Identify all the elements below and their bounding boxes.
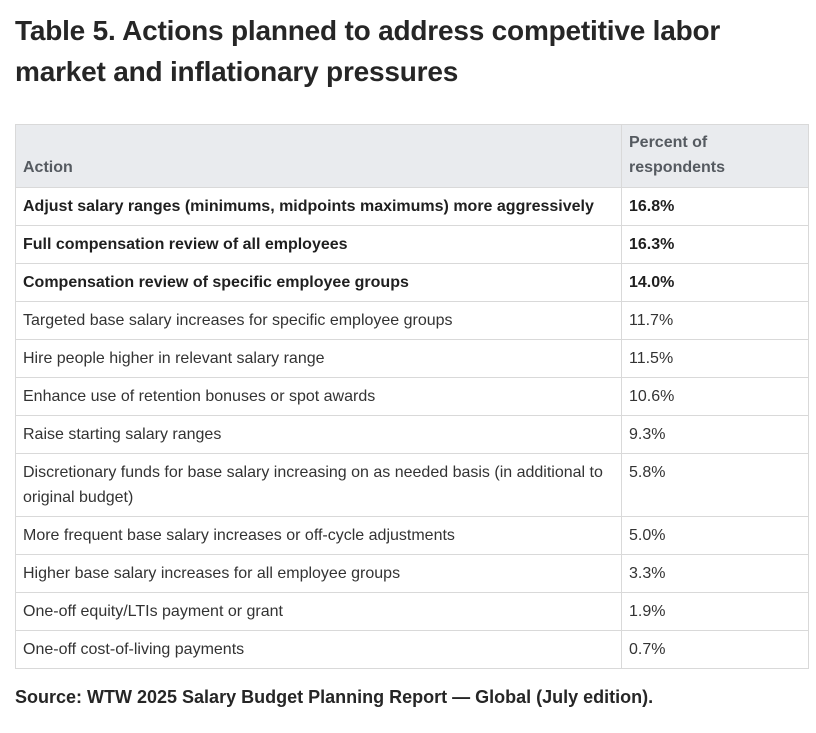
action-cell: Raise starting salary ranges	[15, 415, 622, 454]
table-row: Compensation review of specific employee…	[15, 263, 809, 302]
header-action: Action	[15, 124, 622, 188]
table-row: Raise starting salary ranges 9.3%	[15, 415, 809, 454]
action-cell: One-off equity/LTIs payment or grant	[15, 592, 622, 631]
percent-cell: 3.3%	[621, 554, 809, 593]
table-body: Adjust salary ranges (minimums, midpoint…	[15, 187, 809, 669]
action-cell: Compensation review of specific employee…	[15, 263, 622, 302]
percent-cell: 0.7%	[621, 630, 809, 669]
table-row: Hire people higher in relevant salary ra…	[15, 339, 809, 378]
action-cell: Higher base salary increases for all emp…	[15, 554, 622, 593]
table-row: Enhance use of retention bonuses or spot…	[15, 377, 809, 416]
percent-cell: 1.9%	[621, 592, 809, 631]
table-row: More frequent base salary increases or o…	[15, 516, 809, 555]
action-cell: Full compensation review of all employee…	[15, 225, 622, 264]
percent-cell: 5.8%	[621, 453, 809, 517]
action-cell: Hire people higher in relevant salary ra…	[15, 339, 622, 378]
actions-table: Action Percent of respondents Adjust sal…	[15, 124, 809, 669]
action-cell: Discretionary funds for base salary incr…	[15, 453, 622, 517]
action-cell: One-off cost-of-living payments	[15, 630, 622, 669]
table-row: Targeted base salary increases for speci…	[15, 301, 809, 340]
table-row: Adjust salary ranges (minimums, midpoint…	[15, 187, 809, 226]
percent-cell: 5.0%	[621, 516, 809, 555]
table-row: Higher base salary increases for all emp…	[15, 554, 809, 593]
page: Table 5. Actions planned to address comp…	[15, 15, 809, 707]
action-cell: Enhance use of retention bonuses or spot…	[15, 377, 622, 416]
percent-cell: 11.7%	[621, 301, 809, 340]
action-cell: Targeted base salary increases for speci…	[15, 301, 622, 340]
source-note: Source: WTW 2025 Salary Budget Planning …	[15, 687, 654, 707]
percent-cell: 16.8%	[621, 187, 809, 226]
table-row: Full compensation review of all employee…	[15, 225, 809, 264]
percent-cell: 14.0%	[621, 263, 809, 302]
percent-cell: 11.5%	[621, 339, 809, 378]
header-percent: Percent of respondents	[621, 124, 809, 188]
action-cell: More frequent base salary increases or o…	[15, 516, 622, 555]
table-row: Discretionary funds for base salary incr…	[15, 453, 809, 517]
table-row: One-off cost-of-living payments 0.7%	[15, 630, 809, 669]
table-row: One-off equity/LTIs payment or grant 1.9%	[15, 592, 809, 631]
percent-cell: 9.3%	[621, 415, 809, 454]
table-title: Table 5. Actions planned to address comp…	[15, 15, 721, 87]
action-cell: Adjust salary ranges (minimums, midpoint…	[15, 187, 622, 226]
table-header-row: Action Percent of respondents	[15, 124, 809, 188]
percent-cell: 16.3%	[621, 225, 809, 264]
percent-cell: 10.6%	[621, 377, 809, 416]
